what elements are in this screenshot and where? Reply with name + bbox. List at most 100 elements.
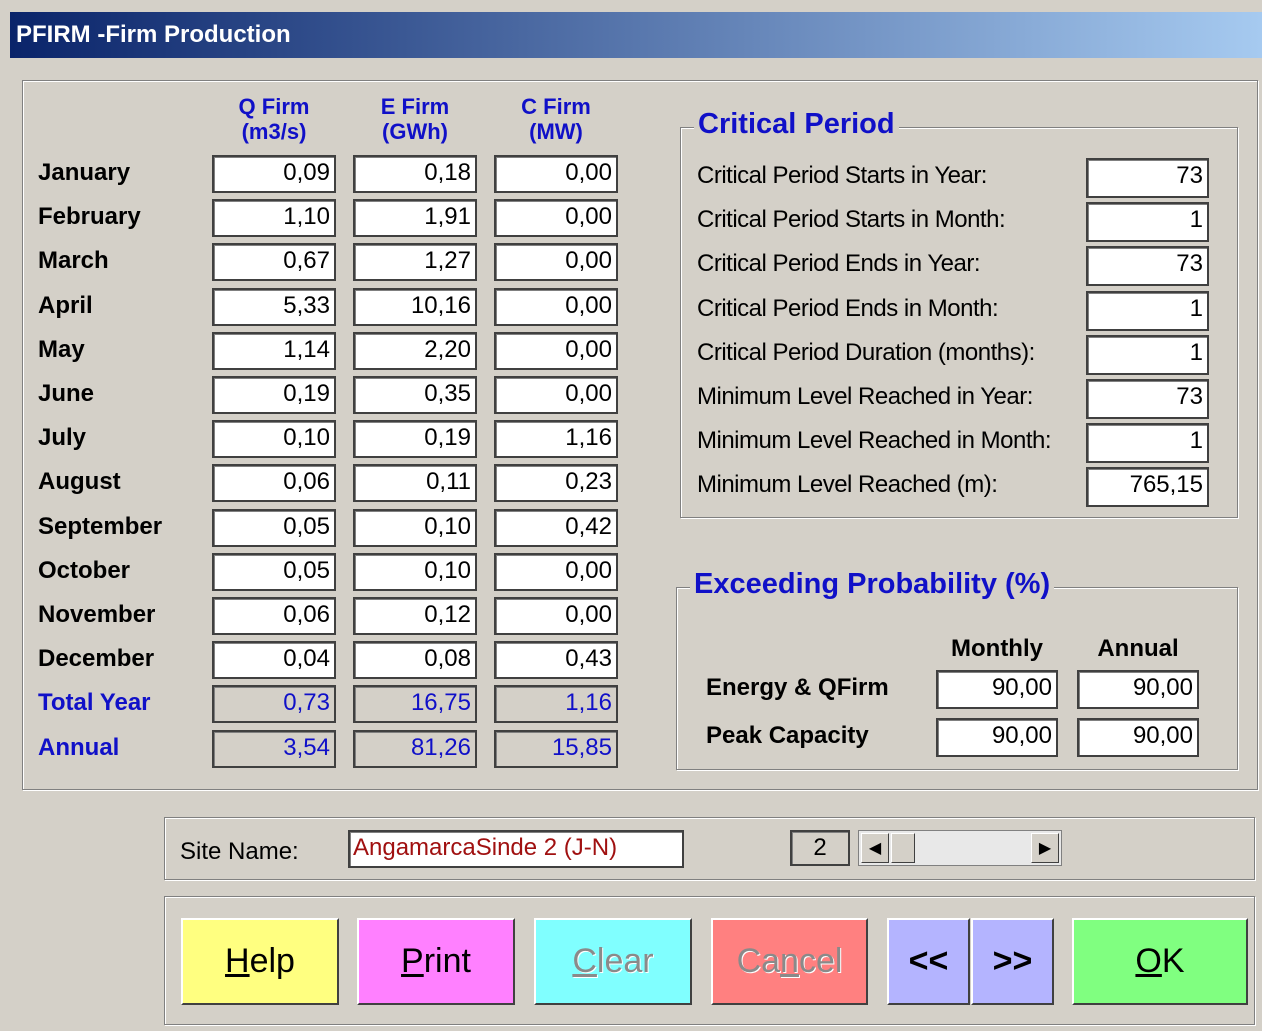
total-cell: 81,26 (353, 729, 477, 768)
value-cell[interactable]: 1,10 (212, 199, 336, 238)
value-cell[interactable]: 0,00 (494, 243, 618, 282)
value-cell[interactable]: 0,10 (212, 420, 336, 459)
month-label: April (38, 291, 93, 319)
exceeding-label: Peak Capacity (706, 722, 869, 749)
value-cell[interactable]: 10,16 (353, 287, 477, 326)
total-label: Total Year (38, 689, 151, 717)
value-cell[interactable]: 0,35 (353, 376, 477, 414)
column-unit: (MW) (529, 119, 583, 144)
month-label: July (38, 424, 87, 452)
value-cell[interactable]: 0,11 (353, 464, 477, 503)
button[interactable]: Cancel (711, 918, 868, 1005)
button[interactable]: >> (971, 918, 1054, 1005)
value-cell[interactable]: 0,06 (212, 464, 336, 503)
exceeding-label: Energy & QFirm (706, 674, 889, 701)
field-label: Minimum Level Reached in Month: (697, 427, 1052, 455)
value-cell[interactable]: 0,08 (353, 641, 477, 680)
value-cell[interactable]: 0,18 (353, 155, 477, 193)
month-label: January (38, 159, 131, 186)
total-cell: 0,73 (212, 685, 336, 724)
exceeding-value[interactable]: 90,00 (1077, 670, 1199, 709)
value-cell[interactable]: 0,00 (494, 331, 618, 370)
total-cell: 1,16 (494, 685, 618, 724)
value-cell[interactable]: 0,12 (353, 597, 477, 635)
button[interactable]: Print (357, 918, 515, 1005)
field-value[interactable]: 73 (1086, 246, 1209, 287)
button-panel (164, 896, 1255, 1025)
column-header: E Firm (380, 94, 450, 119)
field-label: Critical Period Starts in Month: (697, 206, 1006, 234)
field-label: Critical Period Starts in Year: (697, 162, 987, 189)
month-label: February (38, 203, 141, 231)
column-unit: (m3/s) (241, 119, 307, 144)
total-label: Annual (38, 733, 120, 761)
main-group (22, 80, 1258, 790)
value-cell[interactable]: 0,43 (494, 641, 618, 680)
value-cell[interactable]: 0,00 (494, 287, 618, 326)
scroll-right[interactable]: ▶ (1031, 833, 1059, 863)
field-value[interactable]: 73 (1086, 158, 1209, 198)
value-cell[interactable]: 0,67 (212, 243, 336, 282)
exceeding-value[interactable]: 90,00 (1077, 718, 1199, 757)
value-cell[interactable]: 0,00 (494, 155, 618, 193)
month-label: November (38, 601, 156, 628)
value-cell[interactable]: 1,91 (353, 199, 477, 238)
column-header: Q Firm (238, 94, 310, 119)
value-cell[interactable]: 0,19 (353, 420, 477, 459)
site-name-input[interactable]: AngamarcaSinde 2 (J-N) (348, 830, 684, 868)
critical-period-group (680, 127, 1238, 518)
exceeding-value[interactable]: 90,00 (936, 718, 1058, 757)
value-cell[interactable]: 5,33 (212, 287, 336, 326)
month-label: October (38, 556, 131, 584)
value-cell[interactable]: 0,09 (212, 155, 336, 193)
value-cell[interactable]: 1,16 (494, 420, 618, 459)
scroll-left[interactable]: ◀ (861, 833, 889, 863)
month-label: September (38, 512, 163, 540)
value-cell[interactable]: 0,00 (494, 376, 618, 414)
value-cell[interactable]: 0,19 (212, 376, 336, 414)
field-value[interactable]: 1 (1086, 202, 1209, 243)
field-value[interactable]: 1 (1086, 290, 1209, 331)
exceeding-value[interactable]: 90,00 (936, 670, 1058, 709)
month-label: March (38, 247, 109, 275)
value-cell[interactable]: 0,10 (353, 508, 477, 547)
title-bar: PFIRM -Firm Production (10, 12, 1262, 58)
field-label: Minimum Level Reached (m): (697, 471, 998, 499)
column-header: C Firm (521, 94, 591, 119)
button[interactable]: Help (181, 918, 339, 1005)
value-cell[interactable]: 1,14 (212, 331, 336, 370)
button[interactable]: OK (1072, 918, 1248, 1005)
value-cell[interactable]: 2,20 (353, 331, 477, 370)
field-label: Critical Period Ends in Month: (697, 294, 999, 322)
value-cell[interactable]: 0,23 (494, 464, 618, 503)
scroll-thumb[interactable] (891, 833, 915, 863)
exceeding-title: Exceeding Probability (%) (690, 568, 1055, 601)
value-cell[interactable]: 0,06 (212, 597, 336, 635)
column-unit: (GWh) (382, 119, 448, 144)
total-cell: 15,85 (494, 729, 618, 768)
site-scrollbar[interactable]: ◀ ▶ (858, 830, 1062, 866)
value-cell[interactable]: 0,10 (353, 552, 477, 591)
exceeding-column: Annual (1097, 635, 1179, 662)
value-cell[interactable]: 0,00 (494, 552, 618, 591)
field-value[interactable]: 765,15 (1086, 467, 1209, 508)
value-cell[interactable]: 0,00 (494, 597, 618, 635)
value-cell[interactable]: 0,42 (494, 508, 618, 547)
field-value[interactable]: 1 (1086, 423, 1209, 464)
button[interactable]: Clear (534, 918, 692, 1005)
site-index: 2 (790, 830, 850, 866)
month-label: December (38, 645, 155, 673)
value-cell[interactable]: 0,05 (212, 552, 336, 591)
value-cell[interactable]: 1,27 (353, 243, 477, 282)
value-cell[interactable]: 0,05 (212, 508, 336, 547)
button[interactable]: << (887, 918, 970, 1005)
field-value[interactable]: 1 (1086, 334, 1209, 375)
site-panel (164, 817, 1255, 880)
month-label: June (38, 380, 95, 407)
critical-period-title: Critical Period (694, 108, 899, 141)
value-cell[interactable]: 0,00 (494, 199, 618, 238)
field-label: Critical Period Duration (months): (697, 338, 1035, 366)
field-value[interactable]: 73 (1086, 379, 1209, 419)
value-cell[interactable]: 0,04 (212, 641, 336, 680)
